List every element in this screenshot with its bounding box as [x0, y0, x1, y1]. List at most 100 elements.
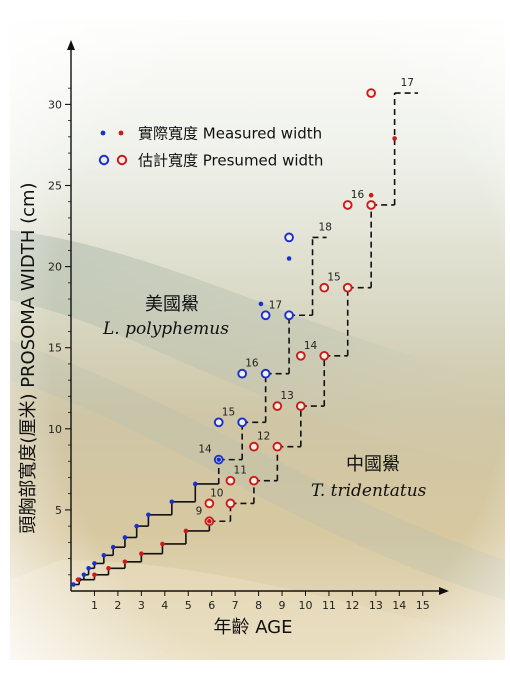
- y-tick-label: 15: [48, 342, 62, 355]
- legend-measured-red-dot: [118, 130, 124, 136]
- x-axis-arrow: [439, 587, 449, 595]
- x-tick-label: 2: [114, 599, 121, 612]
- y-tick-label: 25: [48, 180, 62, 193]
- legend: 實際寬度 Measured width 估計寬度 Presumed width: [98, 125, 323, 170]
- measured-point-blue: [169, 499, 175, 505]
- presumed-point-red: [366, 88, 377, 98]
- y-tick-label: 10: [48, 423, 62, 436]
- x-tick-label: 13: [369, 599, 383, 612]
- measured-point-red: [92, 572, 97, 578]
- presumed-point-red: [204, 498, 215, 509]
- x-tick-label: 5: [185, 599, 192, 612]
- presumed-point-red: [319, 350, 330, 361]
- measured-point-blue: [146, 512, 151, 518]
- x-tick-label: 11: [322, 599, 336, 612]
- instar-label: 14: [198, 444, 212, 456]
- instar-label: 15: [222, 406, 235, 418]
- presumed-point-blue: [284, 310, 294, 321]
- presumed-point-blue: [237, 417, 248, 428]
- instar-label: 15: [327, 272, 340, 284]
- species-cn-label: 美國鱟: [145, 294, 199, 315]
- measured-point-blue: [92, 561, 97, 566]
- species-label-polyphemus: 美國鱟 L. polyphemus: [102, 294, 229, 339]
- instar-label: 14: [304, 340, 318, 352]
- x-tick-label: 6: [208, 599, 215, 612]
- species-label-tridentatus: 中國鱟 T. tridentatus: [311, 454, 427, 501]
- x-tick-label: 12: [345, 599, 359, 612]
- instar-label: 13: [280, 390, 293, 402]
- measured-point-red: [122, 559, 128, 565]
- instar-label: 12: [257, 431, 270, 443]
- measured-point-red: [183, 528, 189, 534]
- measured-point-blue: [192, 481, 198, 487]
- presumed-point-blue: [213, 417, 224, 428]
- x-tick-label: 4: [161, 599, 168, 612]
- presumed-point-red: [249, 475, 259, 486]
- presumed-point-blue: [260, 368, 271, 379]
- measured-point-blue: [216, 457, 222, 462]
- measured-point-blue: [101, 553, 107, 558]
- y-axis-arrow: [67, 40, 75, 50]
- legend-measured-blue-dot: [100, 130, 106, 136]
- presumed-point-red: [319, 282, 330, 293]
- instar-label: 9: [196, 505, 203, 517]
- instar-label: 16: [245, 358, 259, 370]
- y-tick-label: 30: [48, 98, 62, 111]
- presumed-point-blue: [284, 232, 294, 243]
- presumed-point-red: [225, 498, 236, 509]
- measured-point-red: [160, 541, 165, 547]
- presumed-point-red: [342, 200, 353, 210]
- measured-point-red: [368, 192, 374, 198]
- y-axis-title: 頭胸部寬度(厘米) PROSOMA WIDTH (cm): [18, 182, 39, 533]
- x-tick-label: 10: [299, 599, 313, 612]
- legend-presumed-label: 估計寬度 Presumed width: [138, 152, 323, 170]
- presumed-point-red: [295, 401, 306, 411]
- series-blue: 14 15 16 17 18: [71, 221, 332, 587]
- presumed-point-blue: [260, 310, 271, 321]
- legend-presumed-red-circle: [116, 154, 128, 166]
- presumed-point-blue: [237, 368, 248, 379]
- species-latin-label: L. polyphemus: [102, 319, 229, 339]
- presumed-point-red: [366, 200, 377, 210]
- measured-point-blue: [110, 544, 116, 550]
- measured-point-red: [75, 577, 81, 582]
- x-tick-label: 15: [416, 599, 430, 612]
- x-tick-label: 8: [255, 599, 262, 612]
- measured-point-red: [139, 551, 144, 556]
- measured-point-red: [207, 518, 212, 524]
- x-axis-title: 年齡 AGE: [213, 617, 292, 638]
- y-tick-label: 5: [55, 504, 62, 517]
- instar-label: 17: [401, 77, 414, 89]
- measured-point-blue: [258, 301, 264, 307]
- presumed-point-red: [295, 350, 306, 361]
- measured-point-blue: [286, 256, 292, 261]
- measured-point-blue: [86, 565, 91, 571]
- x-tick-label: 1: [91, 599, 98, 612]
- instar-label: 10: [210, 487, 223, 499]
- legend-measured-label: 實際寬度 Measured width: [138, 125, 322, 143]
- legend-presumed-blue-circle: [98, 154, 110, 166]
- species-cn-label: 中國鱟: [346, 454, 400, 475]
- presumed-point-red: [249, 441, 259, 452]
- instar-label: 17: [269, 299, 282, 311]
- instar-label: 16: [351, 189, 365, 201]
- measured-point-red: [106, 565, 111, 571]
- x-tick-label: 14: [392, 599, 406, 612]
- instar-label: 11: [234, 465, 247, 477]
- x-tick-label: 9: [279, 599, 286, 612]
- presumed-point-red: [272, 401, 283, 411]
- instar-label: 18: [319, 221, 332, 233]
- measured-point-red: [392, 136, 397, 141]
- series-red: 9 10 11 12 13 14 15 16 17: [75, 77, 419, 582]
- series-layer: 14 15 16 17 18 9 10 11 12 13 14 15 16 17: [71, 77, 419, 587]
- y-tick-label: 20: [48, 261, 62, 274]
- measured-point-blue: [71, 582, 76, 587]
- x-tick-label: 3: [138, 599, 145, 612]
- species-latin-label: T. tridentatus: [311, 481, 427, 501]
- measured-point-blue: [134, 523, 139, 529]
- measured-point-blue: [81, 572, 87, 578]
- presumed-point-red: [225, 475, 236, 486]
